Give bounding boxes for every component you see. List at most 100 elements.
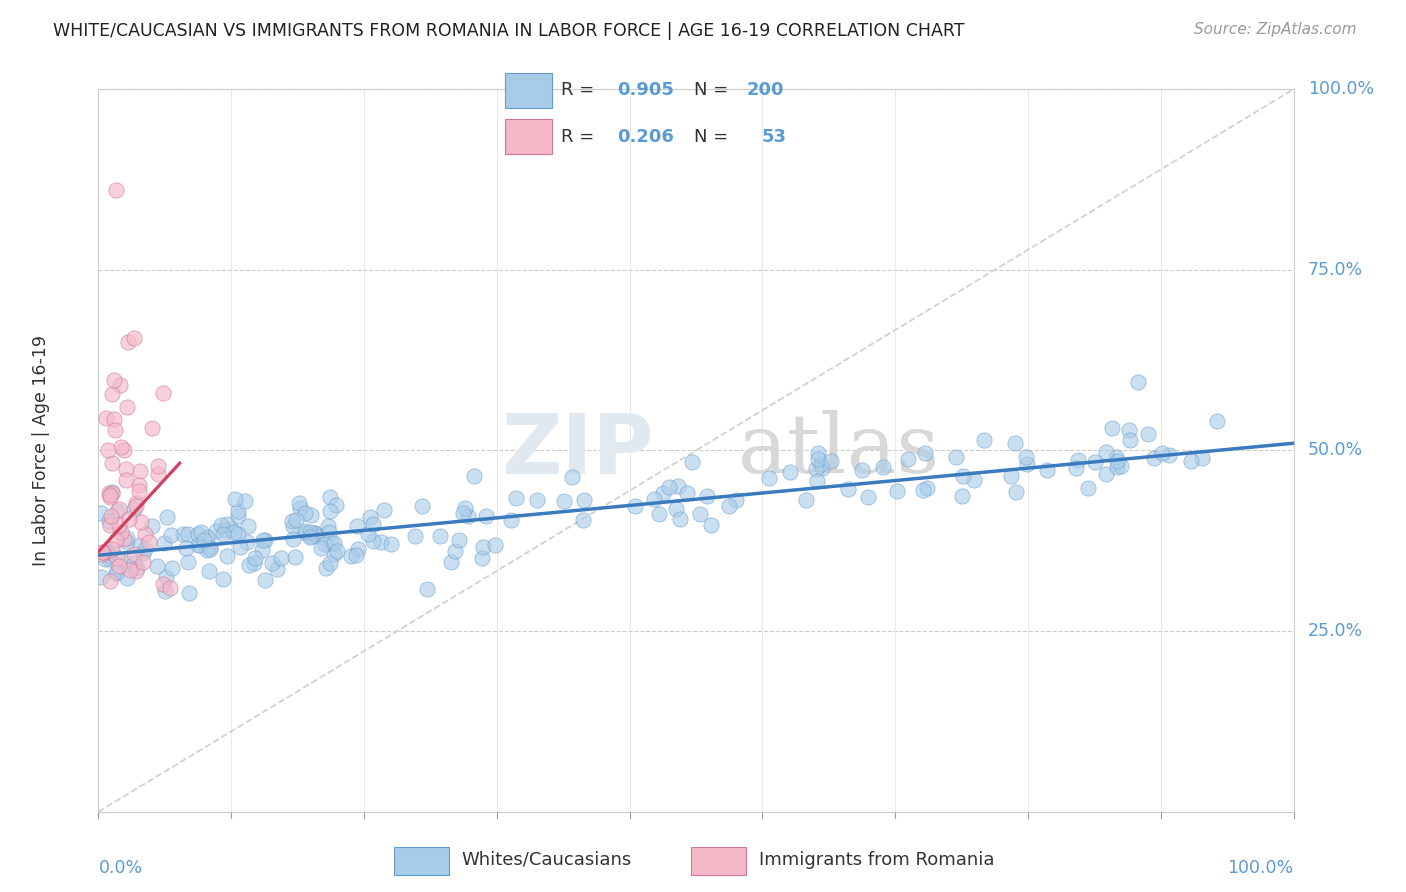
Point (250, 543, 273, 558)
Text: 75.0%: 75.0% (1308, 260, 1362, 279)
Text: 100.0%: 100.0% (1227, 859, 1294, 877)
Point (302, 525, 325, 540)
Point (115, 531, 138, 545)
Point (1101, 421, 1123, 435)
Point (911, 483, 934, 497)
Point (652, 486, 675, 500)
Point (128, 464, 150, 478)
Point (851, 463, 873, 477)
Point (125, 499, 148, 513)
Point (270, 551, 292, 566)
Point (229, 540, 252, 554)
Point (724, 493, 747, 508)
Point (94, 410, 117, 425)
Point (141, 519, 163, 533)
Point (779, 465, 801, 479)
Point (1004, 436, 1026, 450)
Text: N =: N = (695, 81, 734, 99)
Point (281, 519, 304, 533)
Point (129, 538, 152, 552)
Point (474, 509, 496, 524)
Point (253, 574, 276, 588)
Point (226, 504, 249, 518)
Point (120, 563, 142, 577)
Point (125, 496, 148, 510)
Point (1118, 423, 1140, 437)
Point (359, 509, 381, 524)
Point (950, 489, 973, 503)
Point (128, 483, 150, 498)
Point (177, 555, 200, 569)
Point (128, 478, 150, 492)
Point (124, 331, 146, 345)
Point (159, 528, 181, 542)
Point (108, 518, 131, 533)
Point (370, 535, 392, 549)
Point (134, 541, 156, 556)
Point (318, 524, 340, 539)
Point (553, 494, 575, 508)
Point (284, 550, 307, 565)
Point (315, 560, 337, 574)
Point (98, 490, 121, 504)
Point (373, 503, 395, 517)
Point (1137, 426, 1160, 441)
Point (124, 557, 146, 571)
Point (281, 514, 304, 528)
Point (110, 525, 132, 540)
Text: R =: R = (561, 128, 600, 146)
Point (103, 373, 125, 387)
Point (260, 556, 283, 570)
Point (643, 492, 665, 507)
Point (658, 480, 681, 494)
Point (346, 519, 368, 533)
Text: 0.905: 0.905 (617, 81, 673, 99)
Point (1005, 484, 1028, 499)
Point (101, 456, 124, 470)
Point (235, 534, 257, 549)
Point (344, 548, 367, 562)
Point (326, 544, 349, 558)
Point (98, 514, 121, 528)
Point (872, 459, 894, 474)
Point (205, 524, 228, 539)
Text: WHITE/CAUCASIAN VS IMMIGRANTS FROM ROMANIA IN LABOR FORCE | AGE 16-19 CORRELATIO: WHITE/CAUCASIAN VS IMMIGRANTS FROM ROMAN… (53, 22, 965, 40)
Point (886, 483, 908, 498)
Point (98, 517, 121, 532)
Point (323, 547, 346, 561)
FancyBboxPatch shape (505, 73, 551, 108)
Point (1083, 455, 1105, 469)
Point (1064, 461, 1087, 475)
Point (200, 542, 222, 557)
Point (429, 529, 451, 543)
Point (100, 509, 122, 524)
Point (98, 485, 121, 500)
Point (411, 499, 433, 513)
Point (837, 482, 859, 496)
Text: Source: ZipAtlas.com: Source: ZipAtlas.com (1194, 22, 1357, 37)
Point (806, 445, 828, 459)
Point (188, 538, 211, 552)
Point (177, 527, 200, 541)
Point (115, 535, 138, 549)
Point (299, 525, 322, 540)
Point (104, 533, 127, 547)
Point (856, 491, 879, 505)
Point (319, 557, 342, 571)
Point (347, 541, 370, 556)
Point (110, 440, 132, 454)
Point (952, 468, 974, 483)
Point (212, 526, 235, 541)
Point (138, 535, 160, 549)
Point (90, 545, 112, 559)
Point (463, 468, 485, 483)
Point (676, 485, 699, 500)
Point (1094, 467, 1116, 481)
Text: 0.0%: 0.0% (98, 859, 142, 877)
Point (505, 491, 527, 505)
Point (1157, 448, 1180, 462)
Point (1118, 434, 1140, 448)
Point (915, 482, 938, 496)
Point (152, 535, 174, 549)
Point (105, 504, 128, 518)
